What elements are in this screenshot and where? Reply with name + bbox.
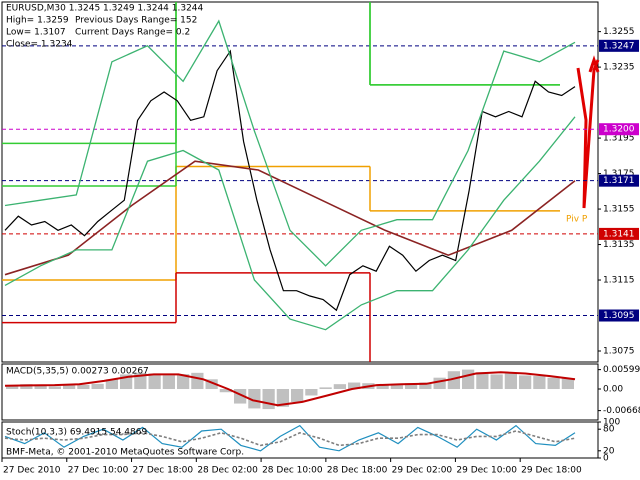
histogram-bar — [519, 375, 532, 390]
histogram-bar — [390, 384, 403, 390]
histogram-bar — [262, 389, 275, 410]
histogram-bar — [533, 376, 546, 390]
histogram-bar — [561, 378, 574, 390]
histogram-bar — [405, 383, 418, 390]
histogram-bar — [6, 385, 19, 390]
y-tick-label: 100 — [603, 418, 620, 428]
annotation: High= 1.3259 — [6, 16, 69, 26]
histogram-bar — [162, 375, 175, 390]
annotation: Close= 1.3234 — [6, 40, 73, 50]
histogram-bar — [177, 374, 190, 390]
series-line — [4, 424, 576, 452]
histogram-bar — [348, 382, 361, 390]
histogram-bar — [462, 369, 475, 390]
y-tick-label: 1.3135 — [603, 240, 635, 250]
histogram-bar — [276, 389, 289, 407]
histogram-bar — [333, 384, 346, 390]
histogram-bar — [91, 383, 104, 390]
y-tick-label: 0 — [603, 454, 609, 464]
stoch-title: Stoch(10,3,3) 69.4915 54.4869 — [6, 428, 147, 438]
x-tick-label: 29 Dec 02:00 — [392, 466, 453, 476]
series-line — [4, 160, 576, 276]
histogram-bar — [504, 373, 517, 390]
histogram-bar — [63, 385, 76, 390]
histogram-bar — [205, 379, 218, 390]
level-box — [599, 309, 639, 322]
level-box — [599, 227, 639, 240]
macd-title: MACD(5,35,5) 0.00273 0.00267 — [6, 367, 149, 377]
level-label: 1.3247 — [603, 41, 635, 51]
histogram-bar — [305, 389, 318, 396]
histogram-bar — [376, 385, 389, 390]
histogram-bar — [105, 379, 118, 390]
forecast-arrow — [576, 55, 600, 209]
histogram-bar — [34, 385, 47, 390]
y-tick-label: 80 — [603, 425, 615, 435]
y-tick-label: 1.3175 — [603, 169, 635, 179]
level-label: 1.3171 — [603, 176, 635, 186]
histogram-bar — [48, 386, 61, 390]
annotation: Previous Days Range= 152 — [75, 16, 197, 26]
annotation: Low= 1.3107 — [6, 28, 66, 38]
level-label: 1.3200 — [603, 125, 635, 135]
x-tick-label: 29 Dec 10:00 — [456, 466, 517, 476]
histogram-bar — [490, 374, 503, 390]
series-line — [4, 430, 576, 447]
y-tick-label: 1.3155 — [603, 205, 635, 215]
level-label: 1.3095 — [603, 311, 635, 321]
histogram-bar — [547, 377, 560, 390]
series-line — [4, 49, 576, 312]
x-tick-label: 28 Dec 18:00 — [327, 466, 388, 476]
pivot-label: Piv P — [566, 214, 588, 224]
y-tick-label: -0.00668 — [603, 406, 640, 416]
histogram-bar — [419, 382, 432, 390]
series-line — [4, 19, 576, 267]
histogram-bar — [20, 384, 33, 390]
stoch-panel — [1, 421, 599, 459]
annotation: Current Days Range= 0.2 — [75, 28, 190, 38]
x-tick-label: 28 Dec 02:00 — [197, 466, 258, 476]
y-tick-label: 1.3255 — [603, 27, 635, 37]
level-box — [599, 39, 639, 52]
y-tick-label: 1.3115 — [603, 276, 635, 286]
y-tick-label: 1.3235 — [603, 63, 635, 73]
histogram-bar — [248, 389, 261, 409]
level-label: 1.3141 — [603, 229, 635, 239]
x-tick-label: 27 Dec 10:00 — [68, 466, 129, 476]
main-panel — [1, 1, 599, 363]
histogram-bar — [291, 389, 304, 402]
x-tick-label: 28 Dec 10:00 — [262, 466, 323, 476]
histogram-bar — [447, 371, 460, 390]
x-tick-label: 29 Dec 18:00 — [521, 466, 582, 476]
y-tick-label: 1.3195 — [603, 134, 635, 144]
level-box — [599, 174, 639, 187]
histogram-bar — [219, 389, 232, 393]
histogram-bar — [148, 373, 161, 390]
histogram-bar — [433, 377, 446, 390]
histogram-bar — [191, 372, 204, 390]
series-line — [4, 371, 576, 407]
title: EURUSD,M30 1.3245 1.3249 1.3244 1.3244 — [6, 4, 204, 14]
y-tick-label: 1.3075 — [603, 346, 635, 356]
y-tick-label: 0.00 — [603, 385, 623, 395]
level-box — [599, 123, 639, 136]
histogram-bar — [319, 387, 332, 390]
footer: BMF-Meta, © 2001-2010 MetaQuotes Softwar… — [6, 448, 244, 458]
x-tick-label: 27 Dec 2010 — [3, 466, 61, 476]
y-tick-label: 0.00599 — [603, 365, 640, 375]
macd-panel — [1, 363, 599, 421]
series-line — [4, 116, 576, 331]
histogram-bar — [476, 372, 489, 390]
histogram-bar — [77, 384, 90, 390]
y-tick-label: 20 — [603, 446, 615, 456]
x-tick-label: 27 Dec 18:00 — [133, 466, 194, 476]
